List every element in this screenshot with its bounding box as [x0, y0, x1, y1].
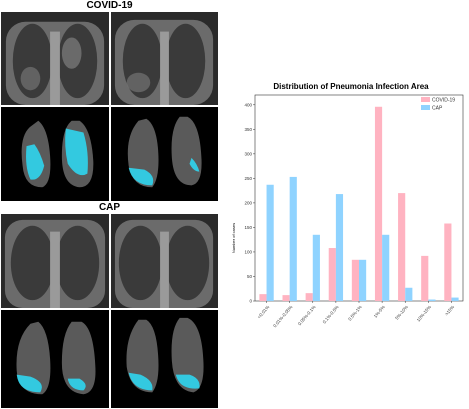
cap-lesion-segmentation-left — [0, 309, 110, 409]
y-tick-label: 250 — [244, 176, 252, 181]
x-tick-label: 1%-5% — [373, 304, 386, 318]
covid-ct-scan-right — [110, 11, 219, 106]
bar-covid — [421, 255, 429, 301]
bar-cap — [451, 297, 459, 301]
y-tick-label: 350 — [244, 127, 252, 132]
bar-covid — [259, 294, 267, 301]
covid-lesion-segmentation-right — [110, 106, 219, 202]
bar-covid — [328, 248, 336, 301]
bar-covid — [374, 106, 383, 302]
y-tick-label: 50 — [247, 274, 253, 279]
x-tick-label: >15% — [444, 304, 455, 316]
infection-area-bar-chart: Distribution of Pneumonia Infection Area… — [225, 78, 469, 409]
chart-canvas: Distribution of Pneumonia Infection Area… — [231, 82, 464, 328]
y-tick-label: 200 — [244, 200, 252, 205]
bar-cap — [266, 184, 274, 301]
y-tick-label: 400 — [244, 102, 252, 107]
x-tick-label: <0.01% — [257, 304, 271, 319]
legend-swatch-covid — [421, 97, 430, 102]
x-tick-label: 0.1%-0.5% — [322, 304, 340, 324]
bar-cap — [312, 234, 320, 301]
x-tick-label: 5%-10% — [394, 304, 409, 320]
bar-cap — [428, 299, 436, 301]
legend-label-covid: COVID-19 — [432, 98, 455, 104]
y-tick-label: 150 — [244, 225, 252, 230]
cap-ct-scan-right — [110, 213, 219, 309]
x-tick-label: 10%-15% — [416, 304, 432, 322]
bar-cap — [335, 194, 344, 301]
x-tick-label: 0.01%-0.05% — [272, 304, 293, 328]
y-tick-label: 0 — [249, 299, 252, 304]
bar-covid — [351, 259, 359, 301]
covid-lesion-segmentation-left — [0, 106, 110, 202]
y-tick-label: 300 — [244, 151, 252, 156]
chart-title: Distribution of Pneumonia Infection Area — [273, 82, 429, 91]
bar-covid — [398, 193, 406, 301]
x-tick-label: 0.05%-0.1% — [297, 304, 317, 326]
bar-cap — [405, 287, 413, 301]
bar-cap — [359, 259, 367, 301]
bar-cap — [289, 176, 297, 301]
bar-cap — [382, 234, 390, 301]
bar-covid — [305, 293, 313, 301]
covid-panel-title: COVID-19 — [86, 0, 133, 11]
legend-swatch-cap — [421, 105, 430, 110]
bar-covid — [282, 295, 290, 301]
cap-panel-title: CAP — [98, 202, 121, 213]
cap-ct-scan-left — [0, 213, 110, 309]
cap-lesion-segmentation-right — [110, 309, 219, 409]
legend-label-cap: CAP — [432, 106, 443, 112]
covid-ct-scan-left — [0, 11, 110, 106]
x-tick-label: 0.5%-1% — [347, 304, 363, 321]
y-axis-label: Number of cases — [231, 223, 236, 253]
bar-covid — [444, 223, 452, 301]
y-tick-label: 100 — [244, 249, 252, 254]
